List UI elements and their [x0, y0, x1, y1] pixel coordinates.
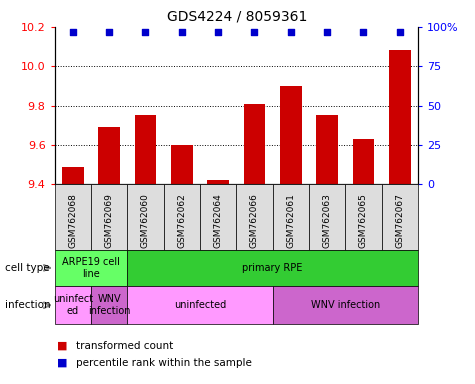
Text: transformed count: transformed count — [76, 341, 173, 351]
Text: GSM762063: GSM762063 — [323, 193, 332, 248]
Bar — [98, 127, 120, 184]
Text: GSM762061: GSM762061 — [286, 193, 295, 248]
Bar — [244, 104, 266, 184]
Bar — [134, 116, 156, 184]
Bar — [207, 180, 229, 184]
Text: WNV infection: WNV infection — [311, 300, 380, 310]
Text: GSM762069: GSM762069 — [104, 193, 114, 248]
Bar — [171, 145, 193, 184]
Point — [142, 29, 149, 35]
Text: infection: infection — [5, 300, 50, 310]
Bar — [316, 116, 338, 184]
Text: GSM762062: GSM762062 — [177, 193, 186, 248]
Text: GSM762066: GSM762066 — [250, 193, 259, 248]
Text: GSM762067: GSM762067 — [395, 193, 404, 248]
Point — [178, 29, 186, 35]
Text: ■: ■ — [57, 358, 67, 368]
Text: uninfect
ed: uninfect ed — [53, 295, 93, 316]
Point — [105, 29, 113, 35]
Text: ARPE19 cell
line: ARPE19 cell line — [62, 257, 120, 279]
Point — [360, 29, 367, 35]
Text: GSM762068: GSM762068 — [68, 193, 77, 248]
Text: uninfected: uninfected — [174, 300, 226, 310]
Text: WNV
infection: WNV infection — [88, 295, 130, 316]
Point — [251, 29, 258, 35]
Text: percentile rank within the sample: percentile rank within the sample — [76, 358, 252, 368]
Point — [214, 29, 222, 35]
Point — [69, 29, 76, 35]
Text: GSM762065: GSM762065 — [359, 193, 368, 248]
Text: GSM762064: GSM762064 — [214, 193, 223, 248]
Bar — [280, 86, 302, 184]
Text: GDS4224 / 8059361: GDS4224 / 8059361 — [167, 10, 308, 23]
Text: cell type: cell type — [5, 263, 49, 273]
Point — [287, 29, 294, 35]
Point — [396, 29, 404, 35]
Bar — [389, 51, 411, 184]
Bar — [62, 167, 84, 184]
Text: primary RPE: primary RPE — [242, 263, 303, 273]
Text: ■: ■ — [57, 341, 67, 351]
Text: GSM762060: GSM762060 — [141, 193, 150, 248]
Point — [323, 29, 331, 35]
Bar — [352, 139, 374, 184]
